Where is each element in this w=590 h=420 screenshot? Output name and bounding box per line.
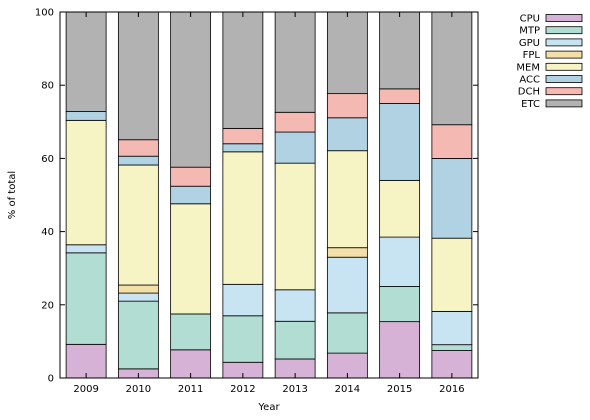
- bar-etc-2014: [326, 11, 368, 95]
- bar-acc-2010: [117, 155, 159, 166]
- bar-gpu-2010: [117, 292, 159, 302]
- legend-swatch-mtp: [545, 26, 583, 35]
- bars-layer: [65, 11, 473, 379]
- x-tick-label: 2016: [439, 384, 464, 395]
- bar-mem-2010: [117, 164, 159, 286]
- bar-gpu-2009: [65, 244, 107, 254]
- bar-mem-2016: [431, 237, 473, 312]
- y-tick-label: 60: [41, 154, 54, 165]
- bar-dch-2014: [326, 93, 368, 119]
- y-tick-label: 100: [35, 8, 54, 19]
- bar-etc-2010: [117, 11, 159, 141]
- bar-dch-2013: [274, 111, 316, 133]
- bar-etc-2013: [274, 11, 316, 113]
- bar-etc-2016: [431, 11, 473, 126]
- legend-swatch-mem: [545, 62, 583, 71]
- bar-gpu-2012: [222, 283, 264, 317]
- bar-mem-2015: [379, 179, 421, 238]
- bar-mtp-2011: [170, 313, 212, 351]
- x-axis-label: Year: [257, 402, 280, 413]
- bar-mtp-2014: [326, 312, 368, 354]
- bar-gpu-2014: [326, 256, 368, 314]
- bar-mtp-2013: [274, 320, 316, 360]
- legend-label-dch: DCH: [518, 87, 540, 98]
- bar-gpu-2013: [274, 289, 316, 322]
- y-tick-label: 0: [48, 374, 54, 385]
- legend-label-cpu: CPU: [520, 14, 540, 25]
- bar-fpl-2014: [326, 247, 368, 258]
- bar-acc-2015: [379, 103, 421, 181]
- y-tick-label: 20: [41, 300, 54, 311]
- bar-dch-2016: [431, 124, 473, 159]
- bar-mem-2013: [274, 162, 316, 291]
- legend-label-gpu: GPU: [519, 38, 540, 49]
- bar-acc-2009: [65, 111, 107, 121]
- y-axis-label: % of total: [7, 171, 18, 219]
- legend-label-mtp: MTP: [519, 26, 540, 37]
- bar-etc-2015: [379, 11, 421, 90]
- x-tick-label: 2015: [387, 384, 412, 395]
- legend-swatch-fpl: [545, 50, 583, 59]
- bar-dch-2015: [379, 88, 421, 104]
- plot-frame: [59, 11, 479, 379]
- bar-dch-2011: [170, 166, 212, 187]
- legend-label-etc: ETC: [521, 99, 540, 110]
- legend-label-fpl: FPL: [523, 50, 541, 61]
- x-tick-label: 2012: [230, 384, 255, 395]
- x-tick-label: 2010: [126, 384, 151, 395]
- bar-mem-2012: [222, 151, 264, 285]
- legend-swatch-acc: [545, 75, 583, 83]
- x-tick-label: 2014: [335, 384, 360, 395]
- bar-fpl-2010: [117, 284, 159, 294]
- bar-mtp-2009: [65, 252, 107, 345]
- bar-acc-2014: [326, 117, 368, 152]
- y-tick-label: 80: [41, 81, 54, 92]
- bar-gpu-2016: [431, 310, 473, 346]
- bar-acc-2016: [431, 157, 473, 239]
- bar-mtp-2010: [117, 300, 159, 370]
- bar-cpu-2015: [379, 321, 421, 379]
- bar-acc-2011: [170, 185, 212, 205]
- legend-label-mem: MEM: [516, 62, 540, 73]
- bar-cpu-2009: [65, 343, 107, 379]
- y-axis: 0 20 40 60 80 100: [35, 8, 478, 385]
- legend-swatch-etc: [545, 99, 583, 108]
- bar-mem-2009: [65, 119, 107, 246]
- legend-swatch-dch: [545, 87, 583, 96]
- bar-etc-2011: [170, 11, 212, 168]
- x-tick-label: 2013: [282, 384, 307, 395]
- legend-swatch-cpu: [545, 14, 583, 22]
- bar-mem-2014: [326, 150, 368, 249]
- bar-etc-2012: [222, 11, 264, 129]
- legend-label-acc: ACC: [519, 75, 540, 86]
- x-axis: 2009 2010 2011 2012 2013 2014 2015 2016: [73, 12, 465, 395]
- bar-etc-2009: [65, 11, 107, 112]
- bar-dch-2012: [222, 127, 264, 145]
- bar-mtp-2012: [222, 315, 264, 363]
- bar-mem-2011: [170, 203, 212, 315]
- bar-mtp-2015: [379, 286, 421, 323]
- bar-acc-2013: [274, 131, 316, 164]
- x-tick-label: 2009: [73, 384, 98, 395]
- x-tick-label: 2011: [178, 384, 203, 395]
- bar-gpu-2015: [379, 236, 421, 287]
- bar-acc-2012: [222, 143, 264, 153]
- bar-dch-2010: [117, 139, 159, 157]
- y-tick-label: 40: [41, 227, 54, 238]
- bar-mtp-2016: [431, 344, 473, 351]
- legend-swatch-gpu: [545, 38, 583, 47]
